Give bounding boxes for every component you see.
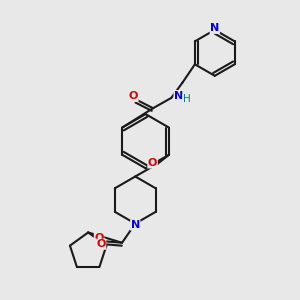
Text: N: N <box>174 91 183 100</box>
Text: H: H <box>183 94 190 104</box>
Text: O: O <box>129 92 138 101</box>
Text: O: O <box>148 158 157 168</box>
Text: N: N <box>131 220 140 230</box>
Text: N: N <box>210 23 219 33</box>
Text: O: O <box>94 233 104 243</box>
Text: O: O <box>96 239 106 249</box>
